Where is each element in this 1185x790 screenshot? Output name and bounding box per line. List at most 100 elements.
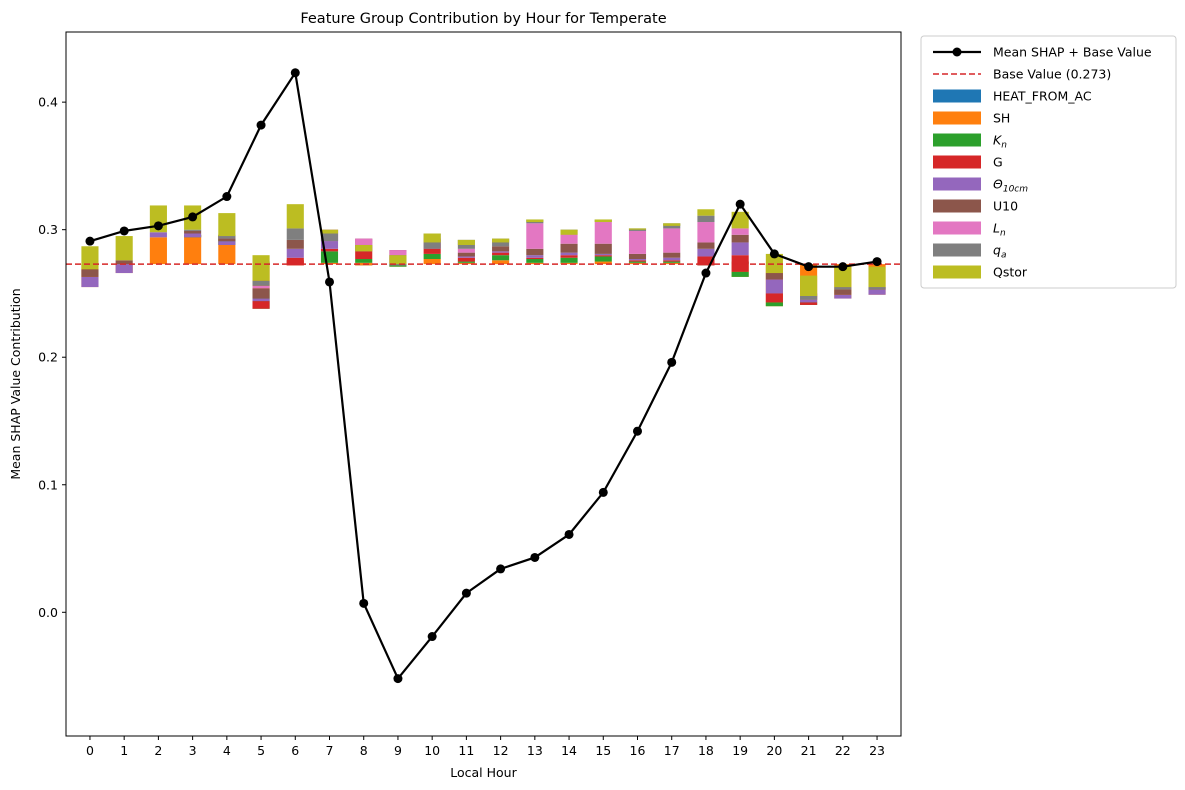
bar-segment-g-h19 [731, 255, 749, 272]
bar-segment-q-a-h22 [834, 287, 852, 290]
x-tick-label: 4 [223, 743, 231, 758]
bar-segment-sh-h15 [594, 261, 612, 265]
bar-segment-g-h7 [320, 248, 339, 252]
bar-segment-q-a-h3 [184, 229, 202, 231]
bar-segment-qstor-h6 [286, 204, 304, 229]
x-tick-label: 17 [664, 743, 680, 758]
bar-segment-qstor-h18 [697, 209, 715, 216]
bar-segment-theta-10cm-h22 [834, 294, 852, 299]
bar-segment-theta-10cm-h18 [697, 248, 715, 257]
bar-segment-g-h17 [663, 260, 681, 262]
bar-segment-qstor-h23 [868, 266, 886, 288]
bar-segment-u10-h17 [663, 252, 681, 258]
x-tick-label: 2 [154, 743, 162, 758]
legend-entry-g: G [993, 155, 1003, 170]
bar-segment-g-h6 [286, 257, 304, 266]
bar-segment-u10-h16 [628, 253, 647, 260]
legend-entry-theta-10cm: Θ10cm [993, 177, 1028, 195]
axes-layer: 0 1 2 3 4 5 6 7 8 9 10 11 12 13 14 15 16 17 18 19 20 21 22 230.… [38, 95, 885, 758]
y-tick-label: 0.4 [38, 95, 58, 110]
x-tick-label: 10 [424, 743, 440, 758]
legend-entry-sh: SH [993, 111, 1010, 126]
legend-entry-q-a: qa [993, 243, 1006, 261]
mean-shap-point-h0 [85, 236, 95, 246]
mean-shap-point-h6 [290, 68, 300, 78]
bar-segment-l-n-h13 [526, 223, 544, 249]
bar-segment-qstor-h9 [389, 255, 407, 265]
mean-shap-point-h12 [496, 564, 506, 574]
bar-segment-k-n-h13 [526, 259, 544, 263]
legend-swatch-qstor [933, 265, 981, 279]
legend-entry-k-n: Kn [993, 133, 1007, 151]
bar-segment-u10-h19 [731, 234, 749, 243]
bar-segment-qstor-h22 [834, 266, 852, 288]
bar-segment-qstor-h8 [355, 244, 373, 252]
bar-segment-q-a-h18 [697, 215, 715, 223]
bar-segment-u10-h0 [81, 269, 99, 277]
bar-segment-theta-10cm-h2 [149, 232, 167, 238]
bar-segment-sh-h14 [560, 262, 578, 265]
mean-shap-point-h2 [153, 221, 163, 231]
bar-segment-theta-10cm-h3 [184, 233, 202, 238]
x-tick-label: 12 [493, 743, 509, 758]
bar-segment-q-a-h21 [800, 296, 818, 300]
mean-shap-point-h9 [393, 674, 403, 684]
bar-segment-g-h16 [628, 260, 647, 262]
x-axis-label: Local Hour [450, 765, 517, 780]
bar-segment-qstor-h15 [594, 219, 612, 223]
bar-segment-qstor-h19 [731, 211, 749, 229]
bar-segment-theta-10cm-h14 [560, 252, 578, 256]
bar-segment-q-a-h4 [218, 236, 236, 239]
bar-segment-u10-h3 [184, 230, 202, 234]
mean-shap-point-h4 [222, 192, 232, 202]
bar-segment-k-n-h10 [423, 253, 441, 260]
legend-swatch-q-a [933, 243, 981, 257]
bar-segment-l-n-h5 [252, 285, 270, 289]
mean-shap-point-h10 [427, 632, 437, 642]
bar-segment-k-n-h19 [731, 271, 749, 277]
bar-segment-u10-h22 [834, 289, 852, 295]
bar-segment-qstor-h4 [218, 213, 236, 237]
mean-shap-point-h1 [119, 226, 129, 236]
bar-segment-sh-h2 [149, 237, 167, 265]
bar-segment-theta-10cm-h12 [492, 251, 510, 253]
bar-segment-sh-h3 [184, 234, 202, 265]
mean-shap-point-h19 [735, 199, 745, 209]
bar-segment-theta-10cm-h19 [731, 242, 749, 256]
bar-segment-qstor-h11 [457, 239, 475, 245]
legend-swatch-u10 [933, 199, 981, 213]
x-tick-label: 3 [189, 743, 197, 758]
legend: Mean SHAP + Base Value Base Value (0.273)… [920, 35, 1177, 289]
x-tick-label: 14 [561, 743, 577, 758]
y-tick-label: 0.1 [38, 477, 58, 492]
y-tick-label: 0.0 [38, 605, 58, 620]
bar-segment-k-n-h11 [457, 261, 475, 263]
bar-segment-u10-h20 [765, 273, 783, 280]
bar-segment-q-a-h7 [320, 233, 339, 242]
bar-segment-qstor-h5 [252, 255, 270, 281]
bar-segment-sh-h10 [423, 259, 441, 265]
bar-segment-u10-h4 [218, 236, 236, 242]
bar-segment-g-h12 [492, 252, 510, 256]
bar-segment-g-h21 [800, 302, 818, 305]
mean-shap-point-h21 [804, 262, 814, 272]
bar-segment-g-h14 [560, 255, 578, 258]
x-tick-label: 15 [595, 743, 611, 758]
line-layer [85, 68, 882, 684]
bar-segment-k-n-h20 [765, 302, 783, 307]
x-tick-label: 20 [766, 743, 782, 758]
mean-shap-point-h20 [769, 249, 779, 259]
legend-entry-u10: U10 [993, 199, 1018, 214]
legend-swatch-l-n [933, 221, 981, 235]
legend-entry-heat-from-ac: HEAT_FROM_AC [993, 89, 1092, 104]
x-tick-label: 7 [326, 743, 334, 758]
bar-segment-l-n-h11 [457, 248, 475, 253]
bar-segment-theta-10cm-h11 [457, 256, 475, 258]
bar-segment-qstor-h21 [800, 275, 818, 296]
plot-frame [65, 31, 902, 737]
bar-segment-u10-h11 [457, 252, 475, 257]
legend-entry-qstor: Qstor [993, 265, 1028, 280]
mean-shap-point-h23 [872, 257, 882, 267]
mean-shap-point-h18 [701, 268, 711, 278]
mean-shap-point-h14 [564, 529, 574, 539]
